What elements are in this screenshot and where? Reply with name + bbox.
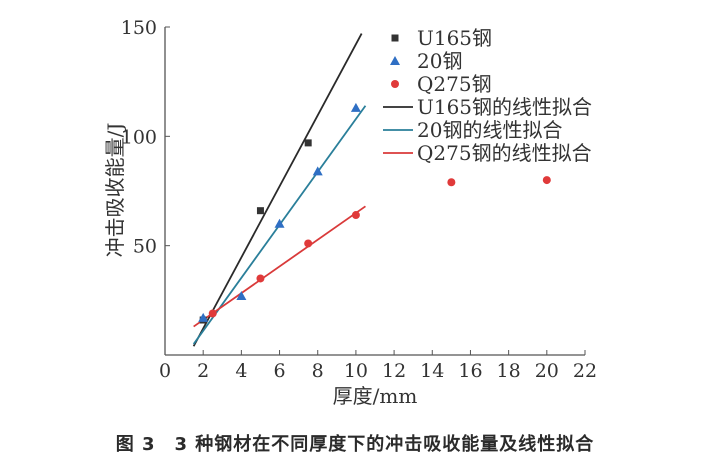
- data-point-0-1: [256, 207, 264, 215]
- data-point-2-5: [542, 176, 551, 185]
- x-axis-label: 厚度/mm: [333, 384, 418, 408]
- y-tick-label: 100: [121, 126, 157, 148]
- x-tick-label: 6: [273, 360, 285, 382]
- legend-marker-2: [391, 80, 399, 88]
- x-tick-label: 4: [235, 360, 247, 382]
- legend-marker-0: [391, 34, 399, 42]
- x-tick-label: 10: [344, 360, 368, 382]
- data-point-2-1: [256, 274, 265, 283]
- y-axis-label: 冲击吸收能量/J: [103, 123, 127, 258]
- x-tick-label: 8: [312, 360, 324, 382]
- legend-fit-label-2: Q275钢的线性拟合: [417, 141, 592, 165]
- data-point-1-1: [236, 290, 247, 300]
- x-tick-label: 2: [197, 360, 209, 382]
- x-tick-label: 0: [159, 360, 171, 382]
- data-point-1-0: [198, 312, 209, 322]
- y-tick-label: 50: [133, 236, 157, 258]
- legend-fit-label-0: U165钢的线性拟合: [417, 95, 592, 119]
- data-point-0-2: [304, 139, 312, 147]
- fit-lines: [192, 33, 367, 347]
- data-point-1-2: [274, 218, 285, 228]
- x-tick-label: 22: [573, 360, 597, 382]
- y-tick-label: 150: [121, 17, 157, 39]
- x-tick-label: 16: [458, 360, 482, 382]
- x-tick-label: 14: [420, 360, 444, 382]
- x-tick-label: 20: [535, 360, 559, 382]
- legend-label-2: Q275钢: [417, 72, 492, 96]
- fit-line-0: [192, 33, 363, 347]
- legend-fit-label-1: 20钢的线性拟合: [417, 118, 562, 142]
- x-tick-label: 18: [497, 360, 521, 382]
- data-point-2-4: [447, 178, 456, 187]
- legend-marker-1: [390, 56, 400, 65]
- data-point-2-0: [208, 309, 217, 318]
- legend-label-1: 20钢: [417, 49, 462, 73]
- axes: [164, 26, 586, 356]
- legend: U165钢20钢Q275钢U165钢的线性拟合20钢的线性拟合Q275钢的线性拟…: [383, 26, 592, 165]
- fit-line-2: [193, 205, 366, 328]
- data-point-2-2: [304, 239, 313, 248]
- tick-labels: 0 2 4 6 8 10 12 14 16 18 20 22 50 100 150: [121, 17, 597, 382]
- data-points: [198, 102, 551, 324]
- figure-caption: 图 3 3 种钢材在不同厚度下的冲击吸收能量及线性拟合: [115, 434, 595, 455]
- data-point-2-3: [351, 211, 360, 220]
- legend-label-0: U165钢: [417, 26, 492, 50]
- x-tick-label: 12: [382, 360, 406, 382]
- data-point-1-3: [312, 166, 323, 176]
- data-point-1-4: [350, 102, 361, 112]
